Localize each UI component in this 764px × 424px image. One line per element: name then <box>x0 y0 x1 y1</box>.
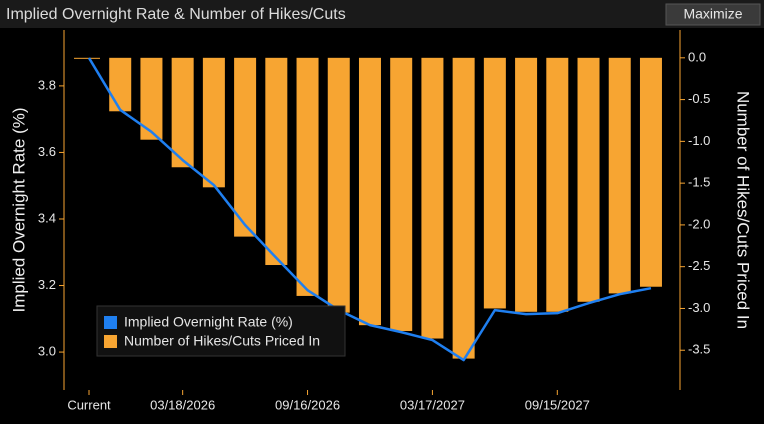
y-tick-label: 3.2 <box>38 277 56 292</box>
legend-label: Implied Overnight Rate (%) <box>124 314 293 330</box>
bar <box>515 57 538 312</box>
y2-tick-label: -2.5 <box>688 258 710 273</box>
y2-tick-label: -1.5 <box>688 175 710 190</box>
y2-axis-title: Number of Hikes/Cuts Priced In <box>734 91 753 329</box>
y2-tick-label: -0.5 <box>688 91 710 106</box>
line <box>87 57 652 362</box>
legend-swatch <box>104 316 117 329</box>
y-axis-title: Implied Overnight Rate (%) <box>9 107 28 312</box>
y2-tick-label: -2.0 <box>688 216 710 231</box>
y2-tick-label: -1.0 <box>688 133 710 148</box>
legend: Implied Overnight Rate (%) Number of Hike… <box>96 305 346 357</box>
maximize-button[interactable] <box>665 3 761 26</box>
x-tick-label: 03/17/2027 <box>400 397 465 412</box>
bar <box>234 57 257 237</box>
y-tick-label: 3.6 <box>38 144 56 159</box>
bar <box>109 57 132 112</box>
x-tick-label: Current <box>67 397 111 412</box>
x-tick-label: 09/15/2027 <box>525 397 590 412</box>
bar <box>140 57 163 140</box>
maximize-label[interactable]: Maximize <box>683 6 742 22</box>
x-tick-label: 03/18/2026 <box>150 397 215 412</box>
bar <box>296 57 319 296</box>
legend-label: Number of Hikes/Cuts Priced In <box>124 333 320 349</box>
bar <box>74 57 100 59</box>
bar <box>483 57 506 309</box>
y-tick-label: 3.4 <box>38 210 56 225</box>
bar <box>546 57 569 312</box>
bar <box>265 57 288 266</box>
y-tick-label: 3.0 <box>38 344 56 359</box>
bar <box>202 57 225 188</box>
y2-tick-label: 0.0 <box>688 49 706 64</box>
bar <box>639 57 662 287</box>
legend-swatch <box>104 335 117 348</box>
y-tick-label: 3.8 <box>38 77 56 92</box>
y2-tick-label: -3.5 <box>688 342 710 357</box>
bar <box>171 57 194 168</box>
bar <box>452 57 475 359</box>
bar <box>390 57 413 332</box>
bar <box>327 57 350 313</box>
chart-title: Implied Overnight Rate & Number of Hikes… <box>6 6 346 23</box>
title-bar <box>0 0 764 28</box>
x-tick-label: 09/16/2026 <box>275 397 340 412</box>
legend-box <box>96 305 346 357</box>
bar <box>358 57 381 326</box>
bar <box>608 57 631 294</box>
bar <box>577 57 600 302</box>
y2-tick-label: -3.0 <box>688 300 710 315</box>
bar <box>421 57 444 339</box>
